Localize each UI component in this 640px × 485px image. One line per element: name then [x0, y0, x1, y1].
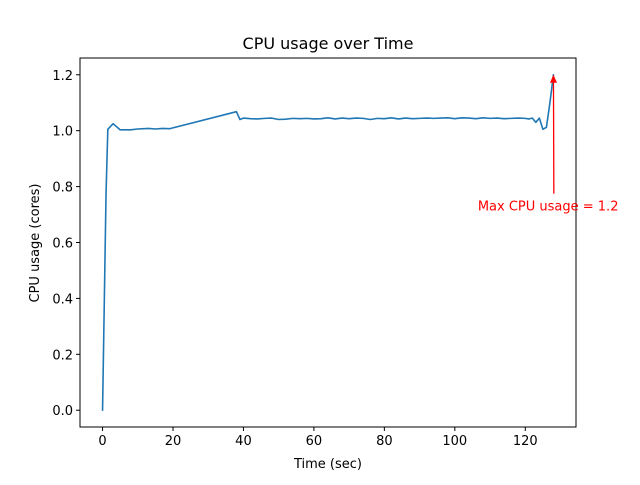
y-tick-label: 1.2 [52, 69, 73, 84]
x-tick-label: 0 [98, 434, 106, 449]
y-tick-label: 0.2 [52, 348, 73, 363]
y-tick-label: 1.0 [52, 125, 73, 140]
x-tick-label: 20 [165, 434, 182, 449]
x-axis-label: Time (sec) [293, 457, 362, 472]
x-tick-label: 60 [306, 434, 323, 449]
x-tick-label: 120 [513, 434, 538, 449]
max-usage-annotation-text: Max CPU usage = 1.2 [478, 200, 619, 215]
x-tick-label: 80 [376, 434, 393, 449]
y-axis-label: CPU usage (cores) [28, 184, 43, 303]
y-tick-label: 0.6 [52, 237, 73, 252]
y-tick-label: 0.8 [52, 181, 73, 196]
y-tick-label: 0.0 [52, 404, 73, 419]
x-tick-label: 40 [235, 434, 252, 449]
chart-title: CPU usage over Time [243, 34, 414, 53]
y-tick-label: 0.4 [52, 292, 73, 307]
x-tick-label: 100 [442, 434, 467, 449]
